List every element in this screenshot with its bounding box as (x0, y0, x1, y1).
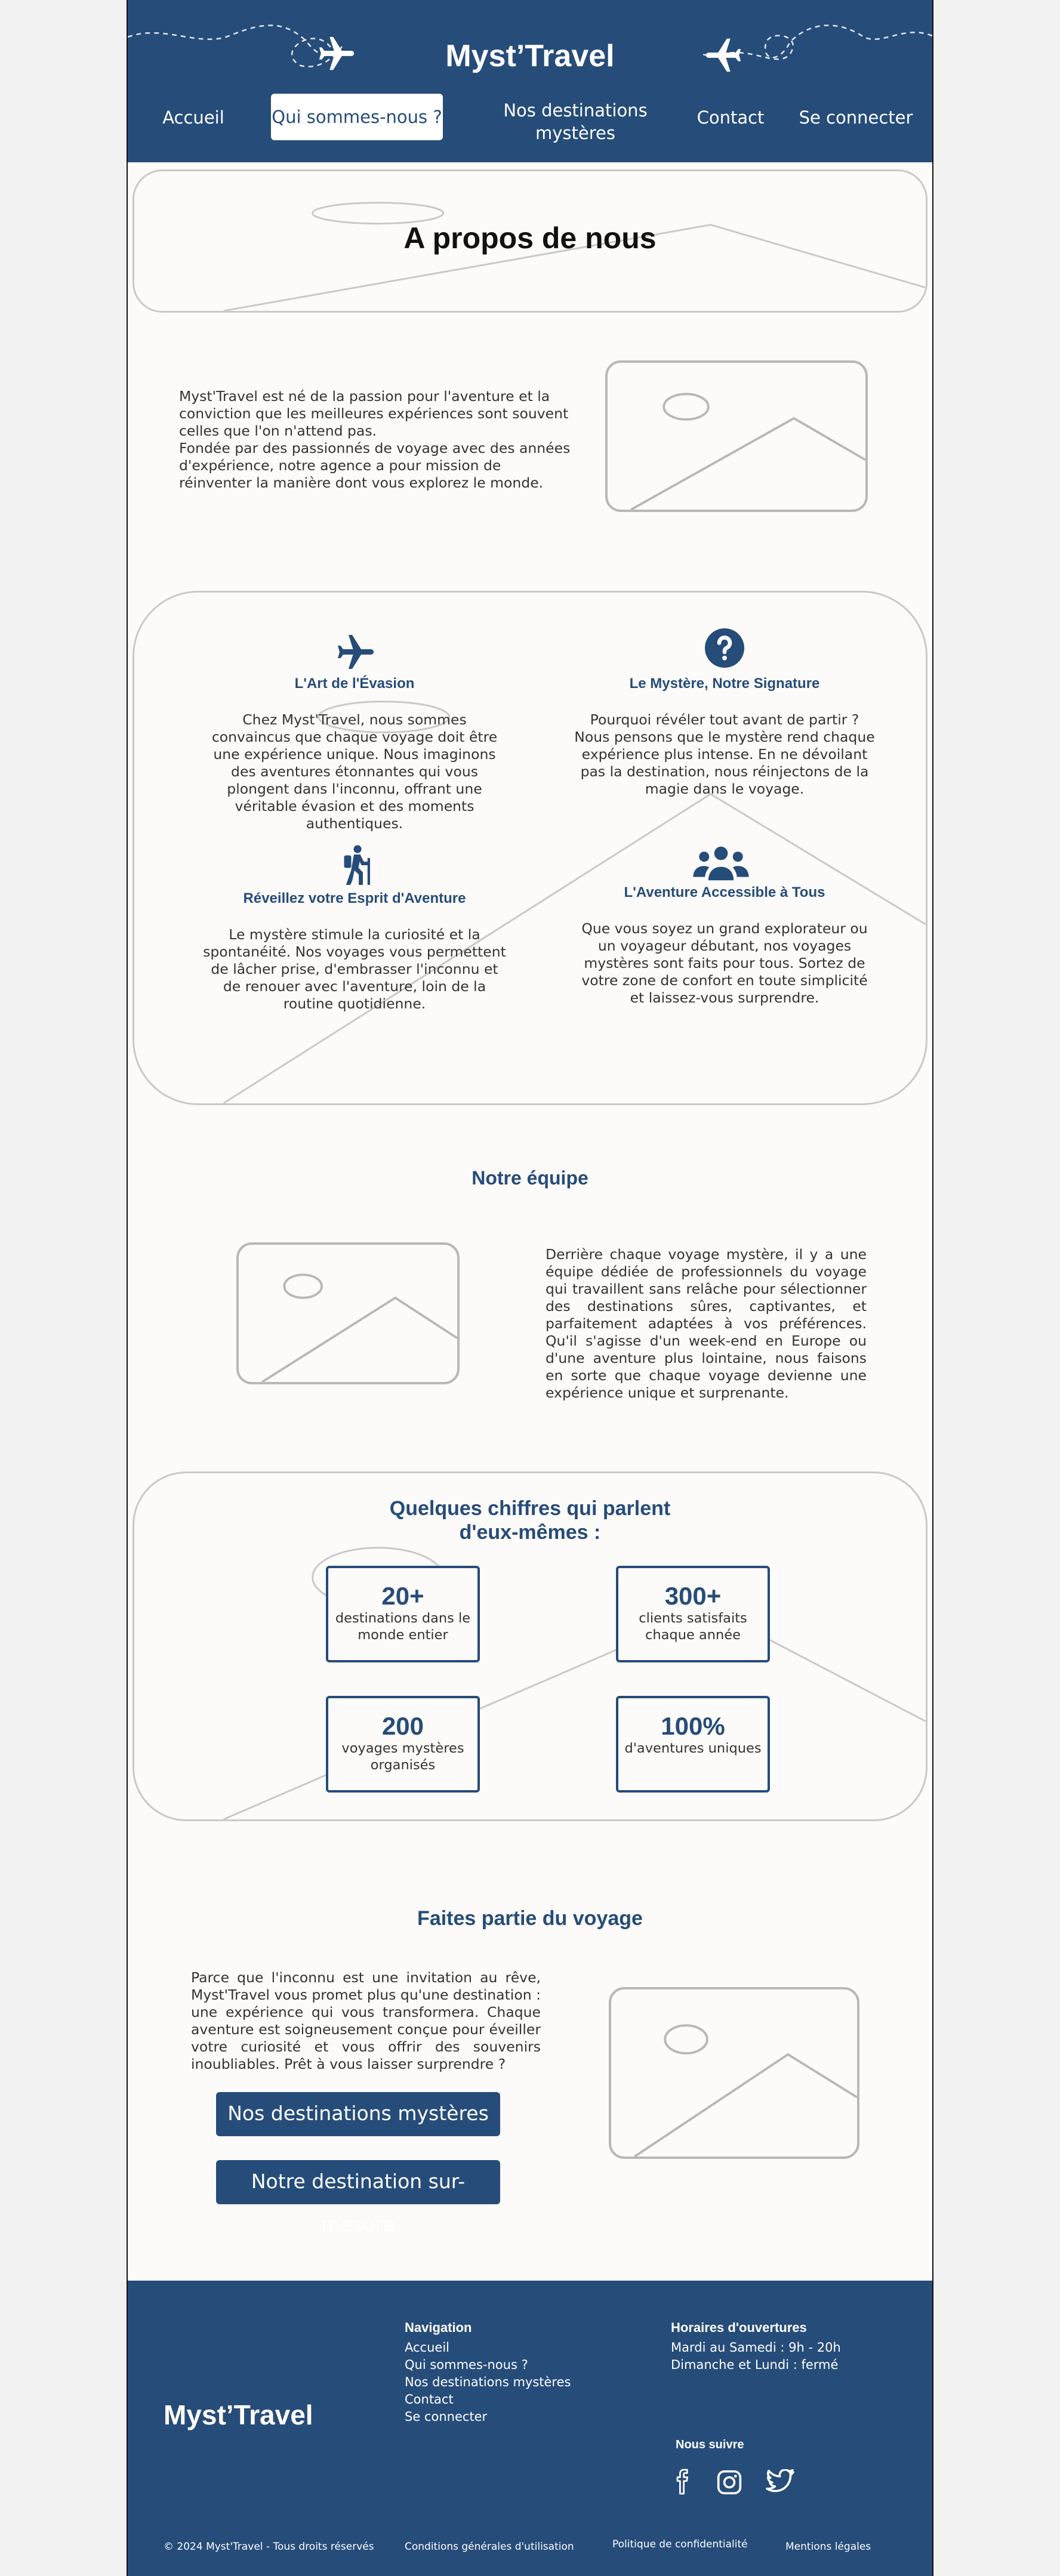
feature-title: Réveillez votre Esprit d'Aventure (243, 890, 466, 906)
site-header: Myst’Travel Accueil Qui sommes-nous ? No… (128, 0, 932, 162)
nav-about[interactable]: Qui sommes-nous ? (271, 94, 443, 140)
stat-card: 20+ destinations dans le monde entier (326, 1566, 480, 1662)
footer-hours-line: Mardi au Samedi : 9h - 20h (671, 2340, 841, 2355)
intro-text: Myst'Travel est né de la passion pour l'… (179, 388, 571, 491)
airplane-icon (319, 36, 355, 70)
footer-link-login[interactable]: Se connecter (405, 2410, 488, 2424)
footer-logo[interactable]: Myst’Travel (164, 2399, 313, 2430)
instagram-icon[interactable] (716, 2469, 742, 2495)
stat-card: 300+ clients satisfaits chaque année (616, 1566, 770, 1662)
feature-title: L'Art de l'Évasion (294, 675, 415, 692)
legal-notice-link[interactable]: Mentions légales (785, 2541, 871, 2553)
group-icon (693, 846, 749, 881)
footer-follow-title: Nous suivre (676, 2438, 744, 2451)
hiker-icon (344, 845, 370, 885)
footer-hours-line: Dimanche et Lundi : fermé (671, 2358, 839, 2372)
stat-number: 100% (661, 1712, 725, 1740)
stat-label: voyages mystères organisés (341, 1741, 464, 1773)
terms-link[interactable]: Conditions générales d'utilisation (405, 2541, 574, 2553)
airplane-icon (705, 38, 741, 72)
feature-text: Pourquoi révéler tout avant de partir ? … (574, 711, 875, 797)
destinations-button[interactable]: Nos destinations mystères (216, 2092, 500, 2136)
feature-text: Que vous soyez un grand explorateur ou u… (581, 920, 868, 1006)
feature-title: Le Mystère, Notre Signature (629, 675, 820, 692)
nav-login[interactable]: Se connecter (799, 107, 913, 128)
privacy-link[interactable]: Politique de confidentialité (612, 2538, 748, 2550)
stat-number: 200 (381, 1712, 424, 1740)
stat-number: 300+ (664, 1582, 722, 1610)
feature-text: Chez Myst'Travel, nous sommes convaincus… (211, 711, 498, 832)
footer-link-about[interactable]: Qui sommes-nous ? (405, 2358, 528, 2372)
features-background-placeholder (132, 591, 928, 1105)
nav-home[interactable]: Accueil (162, 107, 224, 128)
footer-link-home[interactable]: Accueil (405, 2340, 449, 2355)
nav-contact[interactable]: Contact (697, 107, 765, 128)
team-text: Derrière chaque voyage mystère, il y a u… (546, 1246, 867, 1401)
site-footer: Myst’Travel Navigation Accueil Qui somme… (128, 2281, 932, 2576)
site-logo[interactable]: Myst’Travel (445, 39, 615, 73)
join-text: Parce que l'inconnu est une invitation a… (191, 1969, 541, 2072)
nav-destinations[interactable]: Nos destinations mystères (503, 100, 648, 143)
footer-hours-title: Horaires d'ouvertures (671, 2320, 807, 2335)
stats-title: Quelques chiffres qui parlent d'eux-même… (389, 1497, 671, 1544)
twitter-icon[interactable] (765, 2469, 795, 2495)
stat-card: 100% d'aventures uniques (616, 1696, 770, 1793)
team-image-placeholder (236, 1242, 460, 1384)
join-title: Faites partie du voyage (417, 1907, 643, 1930)
stat-label: d'aventures uniques (624, 1741, 762, 1756)
footer-link-contact[interactable]: Contact (405, 2392, 454, 2407)
copyright-text: © 2024 Myst'Travel - Tous droits réservé… (164, 2541, 374, 2553)
stat-label: destinations dans le monde entier (335, 1611, 471, 1643)
stat-label: clients satisfaits chaque année (639, 1611, 747, 1643)
feature-text: Le mystère stimule la curiosité et la sp… (203, 926, 506, 1012)
feature-title: L'Aventure Accessible à Tous (624, 884, 825, 900)
footer-link-destinations[interactable]: Nos destinations mystères (405, 2375, 571, 2389)
custom-destination-button[interactable]: Notre destination sur-mesure (216, 2160, 500, 2236)
join-image-placeholder (609, 1987, 859, 2159)
stat-number: 20+ (381, 1582, 424, 1610)
airplane-icon (338, 635, 374, 669)
stat-card: 200 voyages mystères organisés (326, 1696, 480, 1793)
question-circle-icon (705, 628, 744, 668)
facebook-icon[interactable] (674, 2468, 692, 2495)
page-title: A propos de nous (403, 221, 657, 255)
intro-image-placeholder (605, 360, 868, 512)
page: Myst’Travel Accueil Qui sommes-nous ? No… (127, 0, 933, 2576)
footer-nav-title: Navigation (405, 2320, 472, 2335)
team-title: Notre équipe (472, 1167, 588, 1189)
hero-banner-placeholder (132, 169, 928, 313)
